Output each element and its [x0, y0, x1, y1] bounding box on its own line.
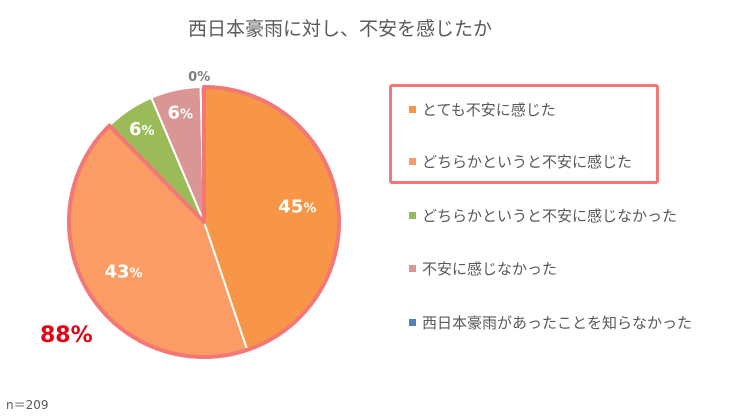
- chart-title: 西日本豪雨に対し、不安を感じたか: [187, 18, 492, 40]
- legend-swatch: [409, 264, 416, 272]
- legend-label: とても不安に感じた: [422, 100, 556, 119]
- data-label: 45%: [278, 197, 316, 218]
- legend-label: 西日本豪雨があったことを知らなかった: [422, 313, 693, 332]
- data-label: 6%: [168, 103, 194, 124]
- legend-swatch: [409, 211, 416, 219]
- legend-item: とても不安に感じた: [409, 98, 556, 120]
- legend-highlight-box: [389, 84, 659, 184]
- legend-item: 不安に感じなかった: [409, 257, 557, 279]
- total-label: 88%: [40, 323, 93, 348]
- legend-item: どちらかというと不安に感じなかった: [409, 204, 677, 226]
- legend-item: どちらかというと不安に感じた: [409, 150, 632, 172]
- legend-item: 西日本豪雨があったことを知らなかった: [409, 311, 692, 333]
- legend-label: 不安に感じなかった: [422, 259, 558, 278]
- data-label: 43%: [104, 262, 142, 283]
- sample-size-note: n＝209: [6, 398, 49, 412]
- data-label: 6%: [129, 119, 155, 140]
- legend-label: どちらかというと不安に感じた: [422, 152, 633, 171]
- data-label: 0%: [188, 70, 210, 85]
- legend-swatch: [409, 157, 416, 165]
- legend-swatch: [409, 318, 416, 326]
- legend-swatch: [409, 105, 416, 113]
- highlight-outline: [67, 85, 341, 359]
- legend-label: どちらかというと不安に感じなかった: [422, 206, 678, 225]
